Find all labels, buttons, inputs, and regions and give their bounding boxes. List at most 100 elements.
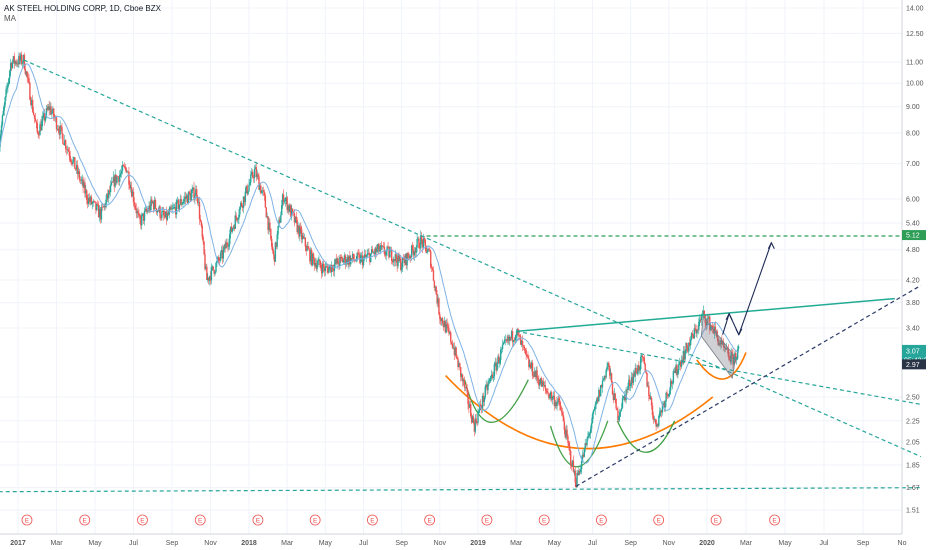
candle-body [689,342,691,346]
candle-body [494,362,496,365]
candle-body [364,254,367,257]
candle-body [361,255,364,266]
candle-body [341,258,344,263]
candle-body [84,182,86,194]
price-tick-label: 12.50 [906,31,924,38]
candle-body [549,392,552,397]
candle-body [250,174,252,183]
candle-body [605,369,607,378]
candle-body [64,140,66,145]
candle-body [23,55,26,70]
candle-body [304,237,307,247]
candle-body [328,267,330,273]
candle-body [165,211,168,220]
candle-body [447,326,449,329]
candle-body [392,259,395,263]
candle-body [512,340,515,342]
candle-body [616,408,618,411]
candle-body [207,277,210,281]
candle-body [349,255,351,265]
candle-body [721,339,723,345]
candle-body [180,199,182,205]
candle-body [456,357,458,359]
candle-body [373,252,376,255]
candle-body [209,276,212,281]
candle-body [647,385,649,387]
candle-body [446,323,448,327]
candle-body [656,424,658,427]
candle-body [49,106,51,110]
candle-body [139,215,141,220]
candle-body [448,328,450,334]
candle-body [477,412,479,423]
candle-body [655,419,657,427]
candle-body [530,362,533,369]
candle-body [409,256,411,259]
candle-body [453,347,456,356]
candle-body [307,246,309,249]
candle-body [563,421,566,430]
candle-body [26,71,28,78]
candle-body [184,196,186,200]
candle-body [370,249,373,254]
candle-body [174,206,176,208]
candle-body [528,358,530,367]
earnings-marker-label: E [256,518,261,525]
candle-body [67,149,70,152]
candle-body [693,328,695,339]
candle-body [100,206,103,220]
candle-body [270,228,272,239]
candle-body [3,104,5,111]
candle-body [522,345,525,347]
candle-body [711,325,714,330]
candle-body [94,201,96,202]
candle-body [172,207,174,209]
candle-body [159,206,161,218]
candle-body [372,252,375,253]
earnings-marker [538,514,550,526]
candle-body [243,196,246,203]
candle-body [222,249,225,259]
candle-body [347,256,349,265]
candle-body [174,206,177,215]
candle-body [125,167,127,173]
candle-body [29,82,31,100]
candle-body [516,329,518,336]
candle-body [317,261,319,266]
candle-body [195,189,197,196]
candle-body [313,258,316,266]
candle-body [289,205,291,212]
candle-body [163,215,166,218]
candle-body [17,63,19,65]
candle-body [513,340,516,341]
candle-body [198,202,201,220]
candle-body [460,374,463,377]
time-tick-label: May [778,540,792,547]
candle-body [470,416,473,423]
candle-body [661,404,664,413]
candle-body [95,201,97,211]
time-tick-label: Sep [395,540,408,547]
candle-body [722,342,724,345]
candle-body [360,255,363,257]
candle-body [646,372,648,387]
candle-body [641,355,644,358]
candle-body [496,363,498,371]
candle-body [379,249,381,252]
long-downtrend-line [23,59,922,458]
candle-body [102,206,104,208]
time-tick-label: Jul [820,540,829,547]
candle-body [506,340,508,342]
candle-body [469,404,471,408]
candle-body [476,422,478,423]
candle-body [13,56,16,64]
candle-body [271,238,273,247]
candle-body [683,350,685,360]
candle-body [175,200,178,215]
candle-body [422,238,425,248]
candle-body [534,371,536,377]
candle-body [618,416,620,420]
candle-body [451,343,454,349]
candle-body [575,482,577,487]
